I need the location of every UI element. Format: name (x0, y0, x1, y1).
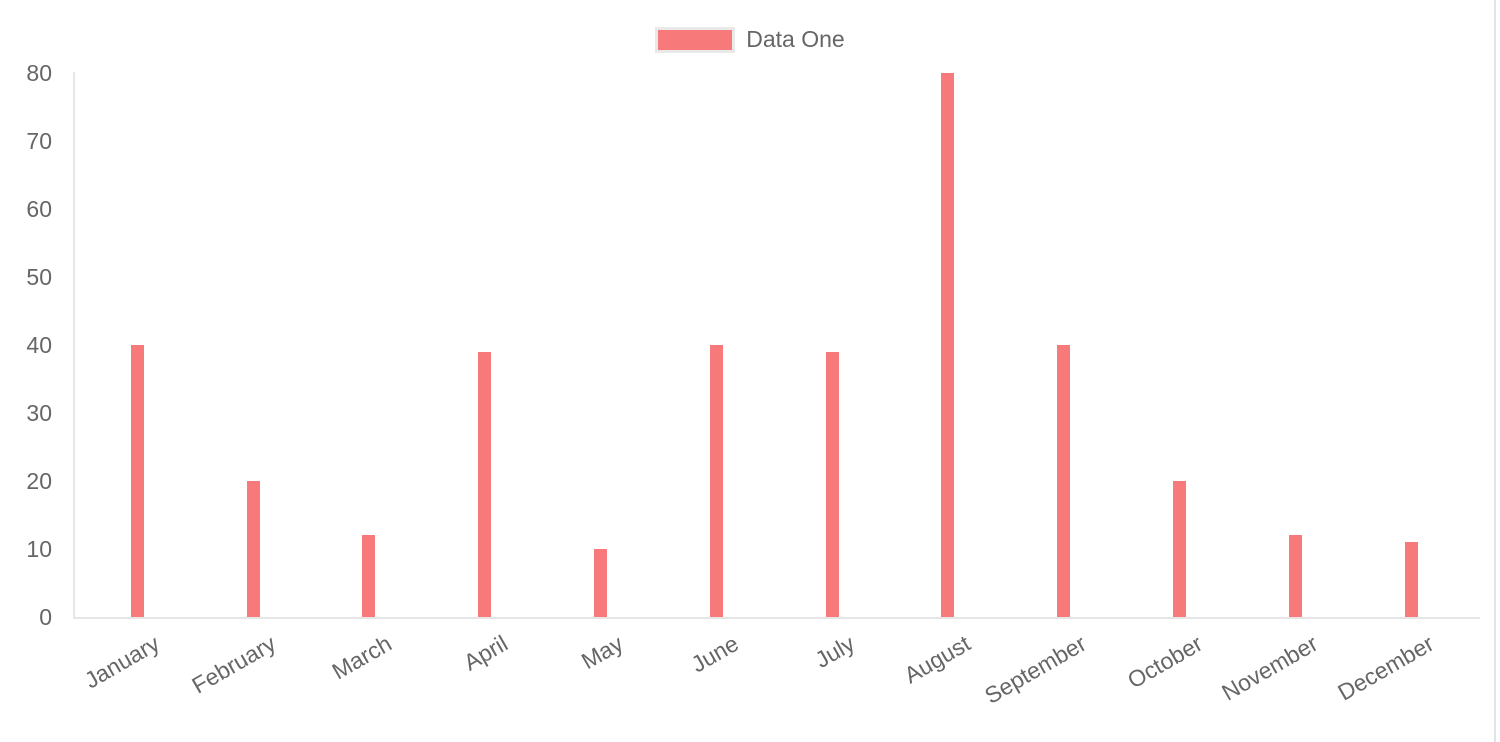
legend-item-data-one[interactable]: Data One (655, 26, 845, 53)
legend-color-swatch (655, 26, 736, 53)
x-label-april: April (458, 630, 512, 676)
y-tick-label-10: 10 (26, 536, 52, 562)
bar-may[interactable] (593, 549, 607, 617)
bar-november[interactable] (1288, 535, 1302, 617)
x-label-october: October (1122, 630, 1207, 694)
x-label-february: February (187, 630, 280, 699)
y-tick-label-0: 0 (39, 604, 52, 630)
bar-december[interactable] (1404, 542, 1418, 617)
bar-october[interactable] (1172, 481, 1186, 617)
x-label-august: August (899, 630, 975, 689)
bar-september[interactable] (1057, 345, 1071, 617)
y-tick-label-50: 50 (26, 264, 52, 290)
x-label-january: January (80, 630, 165, 694)
x-label-september: September (980, 630, 1091, 709)
y-tick-label-80: 80 (26, 60, 52, 86)
y-tick-label-70: 70 (26, 128, 52, 154)
bar-march[interactable] (362, 535, 376, 617)
y-tick-label-30: 30 (26, 400, 52, 426)
y-axis-line (73, 72, 75, 618)
bar-june[interactable] (709, 345, 723, 617)
bar-february[interactable] (246, 481, 260, 617)
y-tick-label-40: 40 (26, 332, 52, 358)
x-label-may: May (576, 630, 628, 675)
y-tick-label-20: 20 (26, 468, 52, 494)
x-label-june: June (687, 630, 744, 678)
legend-label: Data One (746, 26, 845, 52)
right-edge-scrollbar-line (1494, 0, 1496, 742)
chart-legend: Data One (0, 26, 1500, 53)
x-label-march: March (327, 630, 396, 685)
x-label-november: November (1217, 630, 1323, 706)
bar-april[interactable] (478, 351, 492, 617)
bar-july[interactable] (825, 351, 839, 617)
x-label-december: December (1333, 630, 1438, 706)
x-axis-line (73, 617, 1480, 619)
x-label-july: July (810, 630, 859, 673)
bar-august[interactable] (941, 73, 955, 617)
y-tick-label-60: 60 (26, 196, 52, 222)
bar-january[interactable] (130, 345, 144, 617)
